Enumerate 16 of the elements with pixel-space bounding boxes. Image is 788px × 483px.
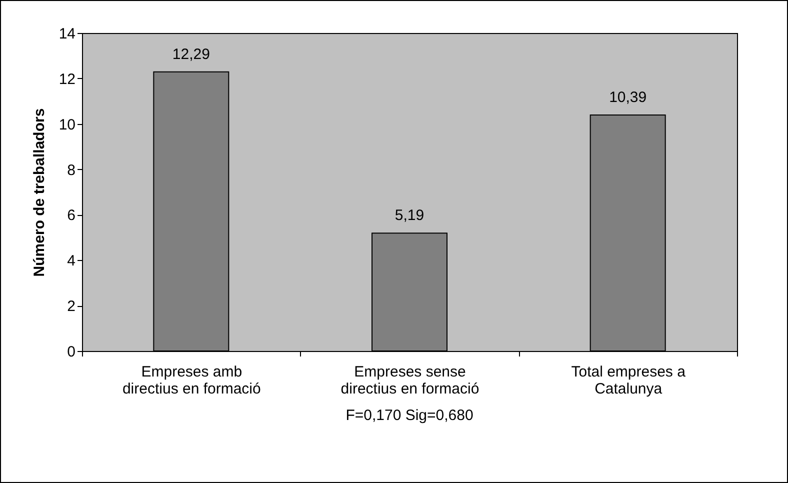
y-tick-label: 0 (67, 344, 76, 360)
y-tick-label: 14 (58, 26, 76, 42)
x-tick-label: Empreses sense directius en formació (340, 364, 480, 398)
y-tick-label: 8 (67, 162, 76, 179)
data-label: 10,39 (609, 89, 647, 106)
y-tick-label: 6 (67, 207, 76, 224)
y-tick-label: 2 (67, 298, 76, 316)
y-tick-label: 10 (58, 116, 76, 134)
y-axis-title: Número de treballadors (30, 108, 48, 277)
x-tick-label: Total empreses a Catalunya (571, 364, 686, 398)
y-tick-label: 12 (58, 70, 76, 88)
x-tick-label: Empreses amb directius en formació (122, 364, 261, 398)
data-label: 12,29 (172, 46, 210, 63)
text: F=0,170 Sig=0,680 (346, 407, 474, 424)
y-tick-label: 4 (67, 252, 76, 270)
data-label: 5,19 (394, 207, 424, 224)
